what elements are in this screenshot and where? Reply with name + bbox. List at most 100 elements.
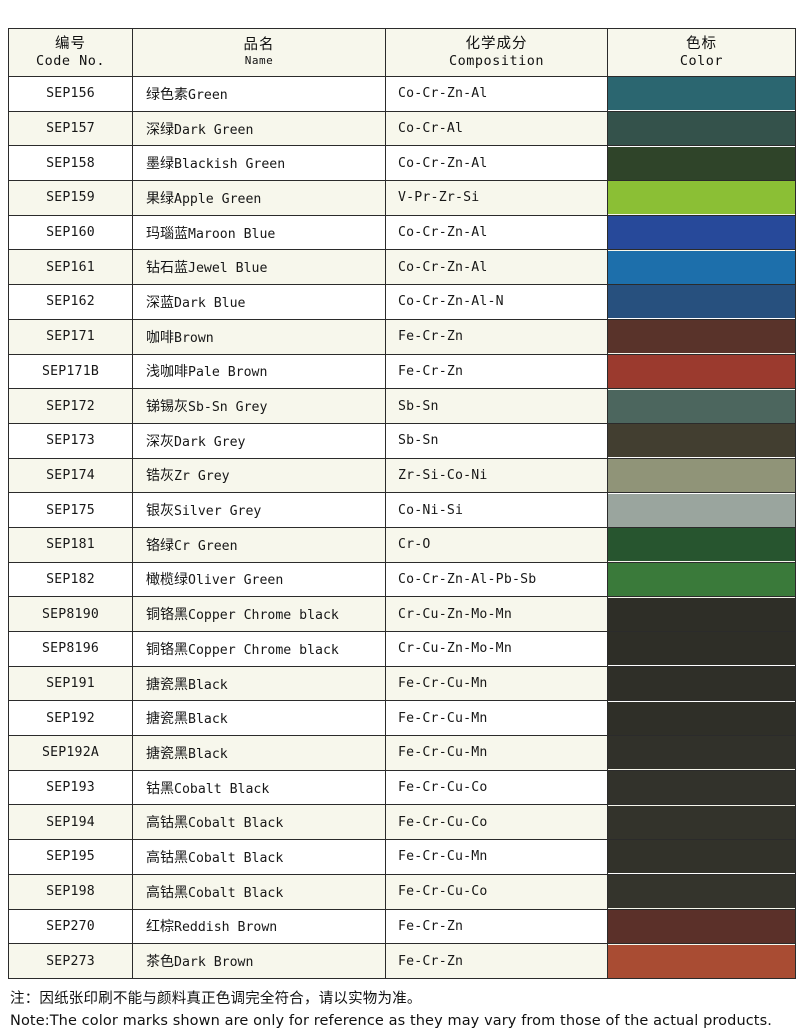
table-row: SEP8196 铜铬黑Copper Chrome black Cr-Cu-Zn-Mo… [8,631,796,667]
color-chip [608,701,795,735]
table-row: SEP161 钻石蓝Jewel Blue Co-Cr-Zn-Al [8,249,796,286]
name-english: Cobalt Black [188,885,284,901]
color-chip [608,354,795,388]
table-row: SEP182 橄榄绿Oliver Green Co-Cr-Zn-Al-Pb-Sb [8,561,796,598]
table-row: SEP156 绿色素Green Co-Cr-Zn-Al [8,76,796,112]
column-header-color-cn: 色标 [686,35,717,52]
cell-color-swatch [607,735,796,771]
name-english: Cr Green [174,538,238,554]
cell-code: SEP198 [8,873,133,910]
name-english: Green [188,87,228,103]
cell-color-swatch [607,180,796,216]
cell-code: SEP8196 [8,631,133,667]
cell-name: 钴黑Cobalt Black [132,769,386,806]
name-english: Zr Grey [174,469,230,485]
name-chinese: 橄榄绿 [146,572,188,589]
cell-code: SEP157 [8,110,133,147]
color-chip [608,250,795,284]
cell-color-swatch [607,318,796,355]
column-header-code: 编号 Code No. [8,28,133,77]
cell-code: SEP160 [8,214,133,251]
cell-code: SEP175 [8,492,133,528]
header-row: 编号 Code No. 品名 Name 化学成分 Composition 色标 … [8,28,796,77]
color-chip [608,112,795,146]
column-header-composition-cn: 化学成分 [465,35,528,52]
cell-code: SEP159 [8,180,133,216]
color-chip [608,736,795,770]
name-chinese: 搪瓷黑 [146,711,188,728]
name-english: Blackish Green [174,157,286,173]
cell-color-swatch [607,526,796,563]
column-header-name: 品名 Name [132,28,386,77]
name-english: Cobalt Black [174,781,270,797]
color-chip [608,771,795,805]
name-english: Maroon Blue [188,226,276,242]
pigment-color-table: 编号 Code No. 品名 Name 化学成分 Composition 色标 … [8,28,796,979]
cell-name: 搪瓷黑Black [132,665,386,702]
table-row: SEP8190 铜铬黑Copper Chrome black Cr-Cu-Zn-Mo… [8,596,796,632]
color-chip [608,181,795,215]
cell-code: SEP193 [8,769,133,806]
cell-composition: Fe-Cr-Cu-Mn [385,700,608,737]
cell-color-swatch [607,214,796,251]
cell-composition: Co-Cr-Zn-Al-Pb-Sb [385,561,608,598]
cell-name: 深蓝Dark Blue [132,284,386,320]
cell-composition: Co-Cr-Zn-Al [385,76,608,112]
cell-name: 锑锡灰Sb-Sn Grey [132,388,386,424]
cell-code: SEP270 [8,908,133,945]
table-row: SEP174 锆灰Zr Grey Zr-Si-Co-Ni [8,457,796,494]
cell-name: 浅咖啡Pale Brown [132,353,386,390]
cell-code: SEP171 [8,318,133,355]
cell-code: SEP161 [8,249,133,286]
name-chinese: 搪瓷黑 [146,745,188,762]
color-chip [608,77,795,111]
cell-composition: Sb-Sn [385,422,608,459]
cell-name: 铜铬黑Copper Chrome black [132,631,386,667]
table-row: SEP159 果绿Apple Green V-Pr-Zr-Si [8,180,796,216]
cell-code: SEP174 [8,457,133,494]
name-english: Copper Chrome black [188,608,339,624]
cell-code: SEP182 [8,561,133,598]
name-chinese: 搪瓷黑 [146,676,188,693]
cell-name: 铬绿Cr Green [132,526,386,563]
cell-color-swatch [607,284,796,320]
name-chinese: 墨绿 [146,156,174,173]
column-header-name-en: Name [244,53,274,67]
cell-composition: V-Pr-Zr-Si [385,180,608,216]
name-english: Dark Brown [174,955,254,971]
cell-color-swatch [607,422,796,459]
cell-name: 搪瓷黑Black [132,700,386,737]
name-chinese: 深绿 [146,121,174,138]
name-chinese: 高钴黑 [146,884,188,901]
column-header-composition: 化学成分 Composition [385,28,608,77]
name-chinese: 钴黑 [146,780,174,797]
note-english: Note:The color marks shown are only for … [10,1012,772,1029]
name-english: Dark Grey [174,434,246,450]
color-chip [608,875,795,909]
table-row: SEP175 银灰Silver Grey Co-Ni-Si [8,492,796,528]
cell-name: 果绿Apple Green [132,180,386,216]
table-row: SEP157 深绿Dark Green Co-Cr-Al [8,110,796,147]
cell-code: SEP158 [8,145,133,182]
name-chinese: 银灰 [146,503,174,520]
cell-name: 铜铬黑Copper Chrome black [132,596,386,632]
name-chinese: 铜铬黑 [146,607,188,624]
table-row: SEP181 铬绿Cr Green Cr-O [8,526,796,563]
cell-composition: Co-Cr-Zn-Al [385,145,608,182]
cell-composition: Co-Cr-Zn-Al [385,249,608,286]
cell-code: SEP173 [8,422,133,459]
table-row: SEP173 深灰Dark Grey Sb-Sn [8,422,796,459]
table-row: SEP162 深蓝Dark Blue Co-Cr-Zn-Al-N [8,284,796,320]
color-chip [608,909,795,943]
name-english: Black [188,746,228,762]
table-row: SEP171B 浅咖啡Pale Brown Fe-Cr-Zn [8,353,796,390]
table-row: SEP194 高钴黑Cobalt Black Fe-Cr-Cu-Co [8,804,796,841]
cell-composition: Fe-Cr-Zn [385,318,608,355]
color-chip [608,389,795,423]
color-chip [608,632,795,666]
name-chinese: 锆灰 [146,468,174,485]
table-row: SEP273 茶色Dark Brown Fe-Cr-Zn [8,943,796,979]
table-row: SEP192A 搪瓷黑Black Fe-Cr-Cu-Mn [8,735,796,771]
color-chip [608,840,795,874]
cell-color-swatch [607,873,796,910]
